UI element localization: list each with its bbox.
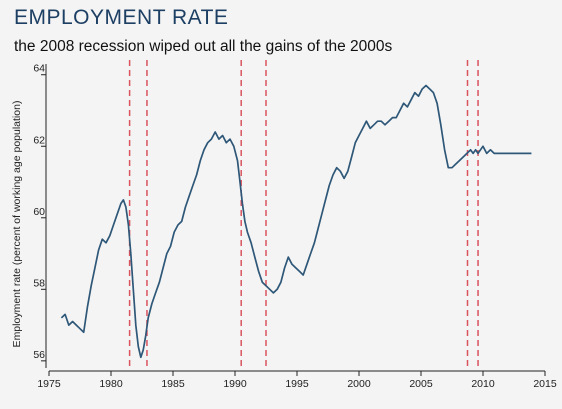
x-tick-label: 2015 <box>533 378 557 390</box>
employment-rate-line <box>60 84 532 359</box>
y-tick-label: 60 <box>33 206 45 218</box>
y-ticks: 56 58 60 62 64 <box>33 63 46 362</box>
x-tick-label: 1975 <box>37 378 61 390</box>
x-tick-label: 1990 <box>223 378 247 390</box>
chart-title: EMPLOYMENT RATE <box>14 6 229 29</box>
recession-lines <box>128 60 479 370</box>
y-tick-label: 58 <box>33 277 45 289</box>
y-axis-label: Employment rate (percent of working age … <box>11 101 23 348</box>
y-tick-label: 56 <box>33 349 45 361</box>
x-tick-label: 1995 <box>285 378 309 390</box>
x-tick-label: 2000 <box>347 378 371 390</box>
x-tick-label: 2010 <box>471 378 495 390</box>
x-tick-label: 1980 <box>99 378 123 390</box>
chart-subtitle: the 2008 recession wiped out all the gai… <box>14 38 393 55</box>
axes <box>45 64 545 372</box>
x-tick-label: 1985 <box>161 378 185 390</box>
y-tick-label: 64 <box>33 63 45 75</box>
x-tick-label: 2005 <box>409 378 433 390</box>
x-ticks: 1975 1980 1985 1990 1995 2000 2005 2010 2015 <box>37 371 557 390</box>
y-tick-label: 62 <box>33 134 45 146</box>
